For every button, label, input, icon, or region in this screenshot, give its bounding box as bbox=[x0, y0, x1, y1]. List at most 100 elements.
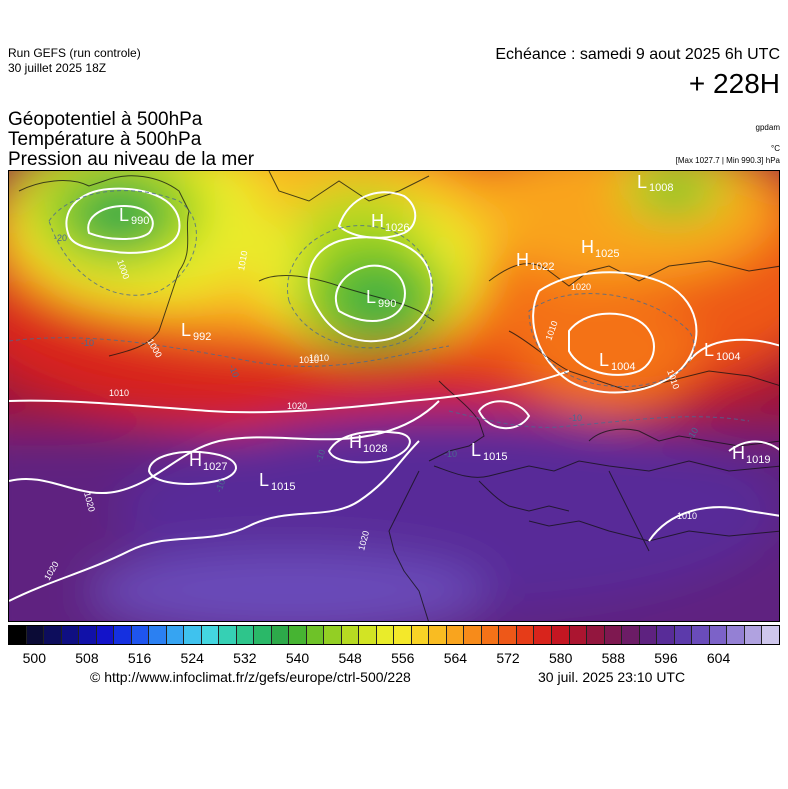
pressure-center-type: L bbox=[259, 470, 269, 490]
unit-pressure-range: [Max 1027.7 | Min 990.3] hPa bbox=[675, 156, 780, 165]
pressure-center-value: 1015 bbox=[271, 481, 295, 493]
pressure-center-value: 1025 bbox=[595, 248, 619, 260]
colorbar-swatch bbox=[306, 626, 325, 644]
colorbar-swatch bbox=[587, 626, 605, 644]
colorbar-swatch bbox=[376, 626, 395, 644]
pressure-center-value: 1019 bbox=[746, 454, 770, 466]
pressure-center-type: H bbox=[581, 237, 594, 257]
colorbar-swatch bbox=[551, 626, 570, 644]
colorbar-swatch bbox=[657, 626, 675, 644]
coastlines bbox=[18, 171, 779, 621]
colorbar-swatch bbox=[9, 626, 27, 644]
parameter-pressure: Pression au niveau de la mer bbox=[8, 149, 255, 170]
colorbar-swatch bbox=[271, 626, 290, 644]
colorbar-swatch bbox=[446, 626, 465, 644]
colorbar-swatch bbox=[254, 626, 272, 644]
weather-map: L 990 H 1026 L 990 L 992 H 1025 H 1022 L… bbox=[8, 170, 780, 622]
colorbar-swatch bbox=[762, 626, 779, 644]
pressure-center-type: H bbox=[189, 450, 202, 470]
colorbar-swatch bbox=[709, 626, 728, 644]
colorbar-swatch bbox=[184, 626, 202, 644]
pressure-center-value: 1022 bbox=[530, 261, 554, 273]
colorbar-swatch bbox=[429, 626, 447, 644]
colorbar-swatch bbox=[499, 626, 517, 644]
pressure-center-type: L bbox=[471, 440, 481, 460]
parameter-temperature: Température à 500hPa bbox=[8, 129, 202, 150]
colorbar-tick-label: 508 bbox=[75, 650, 99, 666]
colorbar-swatch bbox=[727, 626, 745, 644]
colorbar-swatch bbox=[324, 626, 342, 644]
pressure-center-type: L bbox=[704, 340, 714, 360]
source-url: © http://www.infoclimat.fr/z/gefs/europe… bbox=[90, 669, 411, 685]
colorbar-tick-label: 588 bbox=[601, 650, 625, 666]
generated-timestamp: 30 juil. 2025 23:10 UTC bbox=[538, 669, 686, 685]
colorbar-swatch bbox=[96, 626, 115, 644]
pressure-center-type: L bbox=[637, 172, 647, 192]
pressure-center-type: H bbox=[371, 211, 384, 231]
colorbar-swatch bbox=[622, 626, 640, 644]
colorbar bbox=[8, 625, 780, 645]
colorbar-swatch bbox=[341, 626, 360, 644]
isotherm-label: -10 bbox=[444, 449, 457, 459]
isobar-label: 1010 bbox=[309, 353, 329, 363]
pressure-center-value: 1015 bbox=[483, 451, 507, 463]
pressure-center-type: L bbox=[599, 350, 609, 370]
isobar-label: 1010 bbox=[109, 388, 129, 398]
colorbar-ticks: 500 508 516 524 532 540 548 556 564 572 580 588 596 6… bbox=[8, 650, 780, 668]
colorbar-swatch bbox=[534, 626, 552, 644]
colorbar-tick-label: 500 bbox=[22, 650, 46, 666]
pressure-center-value: 990 bbox=[131, 215, 149, 227]
colorbar-swatch bbox=[131, 626, 150, 644]
map-canvas: L 990 H 1026 L 990 L 992 H 1025 H 1022 L… bbox=[9, 171, 779, 621]
unit-geopotential: gpdam bbox=[755, 123, 780, 132]
colorbar-tick-label: 524 bbox=[180, 650, 204, 666]
colorbar-swatch bbox=[394, 626, 412, 644]
isobar-label: 1020 bbox=[287, 401, 307, 411]
pressure-center-value: 992 bbox=[193, 331, 211, 343]
pressure-center-value: 990 bbox=[378, 298, 396, 310]
colorbar-swatch bbox=[639, 626, 658, 644]
colorbar-tick-label: 580 bbox=[548, 650, 573, 666]
colorbar-tick-label: 548 bbox=[338, 650, 362, 666]
isotherms bbox=[9, 190, 750, 428]
isobar-label: 1010 bbox=[299, 355, 319, 365]
colorbar-tick-label: 516 bbox=[127, 650, 152, 666]
pressure-center-type: L bbox=[366, 287, 376, 307]
colorbar-swatch bbox=[44, 626, 62, 644]
colorbar-swatch bbox=[411, 626, 430, 644]
colorbar-swatch bbox=[26, 626, 45, 644]
isotherm-label: -10 bbox=[81, 338, 94, 348]
isotherm-label: -10 bbox=[213, 478, 227, 494]
colorbar-swatch bbox=[289, 626, 307, 644]
colorbar-swatch bbox=[219, 626, 237, 644]
colorbar-tick-label: 572 bbox=[496, 650, 520, 666]
pressure-center-type: H bbox=[732, 443, 745, 463]
colorbar-swatch bbox=[674, 626, 693, 644]
isobars bbox=[9, 187, 779, 602]
lead-time: + 228H bbox=[688, 68, 780, 99]
pressure-center-value: 1026 bbox=[385, 222, 409, 234]
colorbar-swatch bbox=[149, 626, 167, 644]
colorbar-swatch bbox=[744, 626, 763, 644]
colorbar-tick-label: 596 bbox=[654, 650, 678, 666]
pressure-center-value: 1028 bbox=[363, 443, 387, 455]
isobar-label: 1010 bbox=[677, 511, 697, 521]
colorbar-swatch bbox=[201, 626, 220, 644]
colorbar-swatch bbox=[359, 626, 377, 644]
colorbar-tick-label: 556 bbox=[391, 650, 415, 666]
colorbar-tick-label: 540 bbox=[285, 650, 310, 666]
isobar-label: 1010 bbox=[236, 250, 249, 271]
colorbar-swatch bbox=[61, 626, 80, 644]
pressure-center-type: H bbox=[516, 250, 529, 270]
pressure-center-value: 1004 bbox=[716, 351, 740, 363]
pressure-center-value: 1008 bbox=[649, 182, 673, 194]
pressure-center-labels: L 990 H 1026 L 990 L 992 H 1025 H 1022 L… bbox=[119, 172, 770, 493]
isobar-label: 1020 bbox=[571, 282, 591, 292]
pressure-center-value: 1004 bbox=[611, 361, 635, 373]
colorbar-swatch bbox=[604, 626, 623, 644]
colorbar-swatch bbox=[481, 626, 500, 644]
isotherm-label: -20 bbox=[54, 233, 67, 243]
pressure-center-type: L bbox=[181, 320, 191, 340]
pressure-center-type: H bbox=[349, 432, 362, 452]
pressure-center-type: L bbox=[119, 205, 129, 225]
